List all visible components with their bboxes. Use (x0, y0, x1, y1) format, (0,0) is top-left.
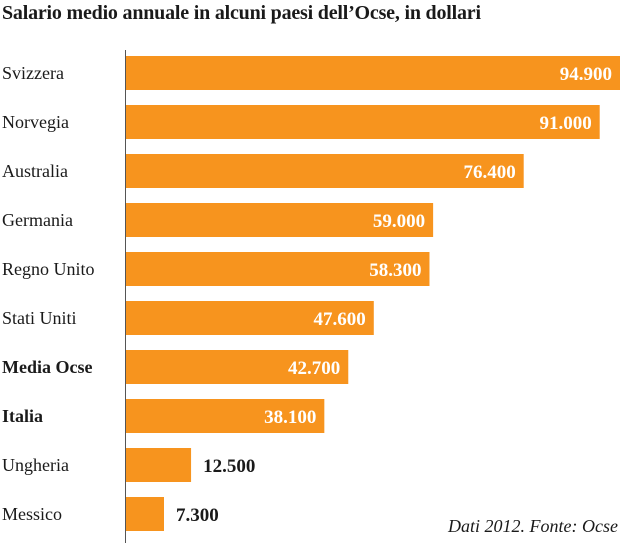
value-label: 7.300 (176, 505, 219, 526)
category-label: Regno Unito (2, 259, 95, 279)
category-label: Media Ocse (2, 357, 92, 377)
value-label: 58.300 (369, 260, 421, 281)
category-label: Italia (2, 406, 43, 426)
value-label: 94.900 (560, 64, 612, 85)
bar-stati-uniti (126, 301, 374, 335)
bar-regno-unito (126, 252, 430, 286)
value-label: 42.700 (288, 358, 340, 379)
value-label: 91.000 (539, 113, 591, 134)
category-label: Svizzera (2, 63, 64, 83)
value-label: 76.400 (463, 162, 515, 183)
bar-norvegia (126, 105, 600, 139)
bar-australia (126, 154, 524, 188)
bar-media-ocse (126, 350, 349, 384)
category-label: Stati Uniti (2, 308, 77, 328)
value-label: 38.100 (264, 407, 316, 428)
category-label: Australia (2, 161, 68, 181)
bar-svizzera (126, 56, 620, 90)
chart-title: Salario medio annuale in alcuni paesi de… (2, 2, 481, 24)
category-label: Ungheria (2, 455, 69, 475)
value-label: 12.500 (203, 456, 255, 477)
category-label: Norvegia (2, 112, 69, 132)
value-label: 47.600 (314, 309, 366, 330)
value-label: 59.000 (373, 211, 425, 232)
source-note: Dati 2012. Fonte: Ocse (448, 516, 618, 536)
bar-germania (126, 203, 434, 237)
bar-italia (126, 399, 325, 433)
bar-ungheria (126, 448, 192, 482)
bar-messico (126, 497, 164, 531)
category-label: Messico (2, 504, 62, 524)
category-label: Germania (2, 210, 73, 230)
